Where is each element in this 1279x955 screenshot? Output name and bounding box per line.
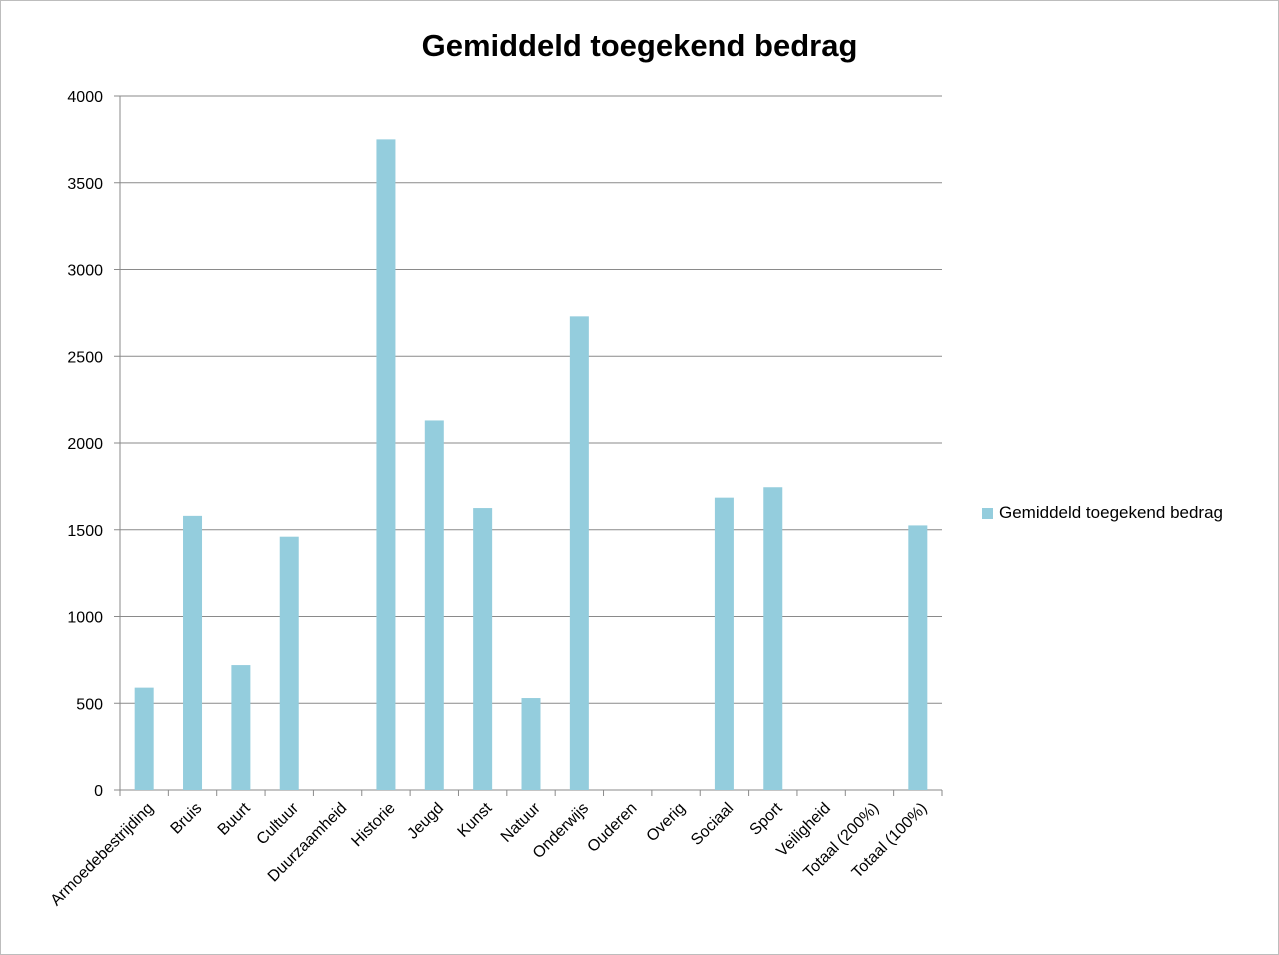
bar xyxy=(183,515,203,790)
x-tick-label: Armoedebestrijding xyxy=(48,800,158,910)
bar xyxy=(134,687,154,790)
y-tick-label: 1500 xyxy=(67,523,103,540)
x-tick-label: Ouderen xyxy=(584,800,640,856)
bar xyxy=(279,536,299,790)
x-tick-label: Buurt xyxy=(215,799,254,838)
y-tick-label: 2000 xyxy=(67,436,103,453)
x-tick-label: Jeugd xyxy=(404,800,447,843)
bar xyxy=(521,698,541,790)
y-tick-label: 0 xyxy=(94,783,103,800)
legend: Gemiddeld toegekend bedrag xyxy=(982,503,1223,523)
chart-title: Gemiddeld toegekend bedrag xyxy=(421,28,858,63)
y-tick-label: 2500 xyxy=(67,349,103,366)
bar xyxy=(424,420,444,790)
legend-swatch xyxy=(982,507,993,519)
x-tick-label: Kunst xyxy=(455,799,496,840)
legend-label: Gemiddeld toegekend bedrag xyxy=(999,503,1223,522)
bar xyxy=(763,487,783,790)
y-tick-label: 3000 xyxy=(67,263,103,280)
x-tick-label: Historie xyxy=(348,800,398,850)
x-tick-label: Natuur xyxy=(498,799,544,845)
bar xyxy=(473,508,493,790)
y-tick-label: 1000 xyxy=(67,610,103,627)
x-tick-label: Overig xyxy=(644,800,689,845)
x-tick-label: Sociaal xyxy=(688,800,737,849)
bar xyxy=(376,139,396,790)
x-tick-label: Sport xyxy=(747,799,786,838)
x-tick-label: Cultuur xyxy=(254,799,303,848)
x-tick-label: Bruis xyxy=(168,800,206,838)
bar xyxy=(714,497,734,790)
bar xyxy=(231,665,251,790)
bar xyxy=(569,316,589,790)
y-tick-label: 500 xyxy=(76,696,103,713)
bar xyxy=(908,525,928,790)
y-tick-label: 3500 xyxy=(67,176,103,193)
y-tick-label: 4000 xyxy=(67,89,103,106)
